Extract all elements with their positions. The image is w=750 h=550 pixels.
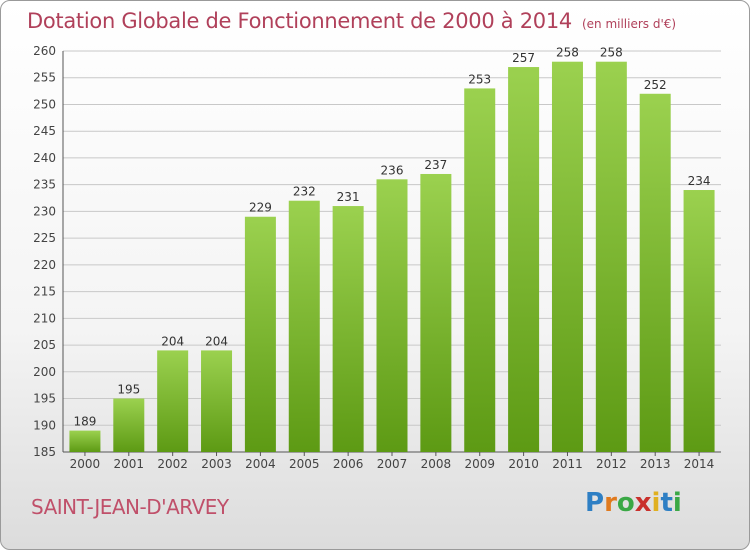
x-tick-label: 2001 [114, 457, 145, 471]
x-tick-label: 2002 [157, 457, 188, 471]
x-tick-label: 2011 [552, 457, 583, 471]
x-tick-label: 2014 [684, 457, 715, 471]
y-tick-label: 215 [33, 285, 56, 299]
y-tick-label: 195 [33, 392, 56, 406]
logo-letter: x [634, 488, 652, 518]
bar-2003 [201, 350, 233, 452]
bar-value-label: 204 [205, 334, 228, 348]
bar-2005 [288, 200, 320, 452]
bar-2009 [464, 88, 496, 452]
bar-value-label: 231 [337, 190, 360, 204]
bar-2013 [639, 93, 671, 453]
x-tick-label: 2000 [70, 457, 101, 471]
bar-value-label: 229 [249, 201, 272, 215]
bar-2006 [332, 206, 364, 452]
y-tick-label: 220 [33, 258, 56, 272]
bar-2008 [420, 173, 452, 452]
bar-value-label: 236 [381, 163, 404, 177]
proxiti-logo: Proxiti [585, 488, 682, 518]
y-tick-label: 230 [33, 204, 56, 218]
y-tick-label: 255 [33, 71, 56, 85]
bars: 189 195 204 204 229 232 231 236 237 253 257 258 258 2… [69, 46, 715, 453]
x-tick-label: 2004 [245, 457, 276, 471]
logo-letter: i [651, 488, 661, 518]
bar-value-label: 258 [600, 46, 623, 60]
bar-2012 [595, 61, 627, 453]
bar-2011 [551, 61, 583, 453]
bar-value-label: 234 [688, 174, 711, 188]
bar-value-label: 258 [556, 46, 579, 60]
y-tick-label: 225 [33, 231, 56, 245]
y-tick-label: 205 [33, 338, 56, 352]
logo-letter: i [672, 488, 682, 518]
x-tick-label: 2003 [201, 457, 232, 471]
y-tick-label: 240 [33, 151, 56, 165]
x-tick-label: 2010 [508, 457, 539, 471]
logo-letter: P [585, 488, 605, 518]
bar-2002 [157, 350, 189, 452]
y-tick-label: 210 [33, 311, 56, 325]
x-tick-label: 2005 [289, 457, 320, 471]
y-tick-label: 185 [33, 445, 56, 459]
commune-name: SAINT-JEAN-D'ARVEY [31, 495, 229, 519]
x-tick-label: 2009 [464, 457, 495, 471]
bar-value-label: 204 [161, 334, 184, 348]
y-tick-label: 200 [33, 365, 56, 379]
bar-2004 [244, 216, 276, 452]
bar-value-label: 257 [512, 51, 535, 65]
bar-2010 [508, 67, 540, 452]
title-text: Dotation Globale de Fonctionnement de 20… [27, 9, 572, 33]
bar-2007 [376, 179, 408, 452]
chart-title: Dotation Globale de Fonctionnement de 20… [27, 9, 676, 33]
y-tick-label: 245 [33, 124, 56, 138]
x-tick-label: 2013 [640, 457, 671, 471]
bar-value-label: 195 [117, 383, 140, 397]
bar-value-label: 252 [644, 78, 667, 92]
logo-letter: t [660, 488, 673, 518]
x-tick-label: 2006 [333, 457, 364, 471]
x-tick-label: 2008 [421, 457, 452, 471]
logo-letter: o [616, 488, 635, 518]
x-tick-label: 2007 [377, 457, 408, 471]
unit-note: (en milliers d'€) [581, 17, 677, 31]
x-tick-label: 2012 [596, 457, 627, 471]
y-tick-label: 235 [33, 178, 56, 192]
logo-letter: r [604, 488, 617, 518]
bar-value-label: 253 [468, 72, 491, 86]
bar-2001 [113, 398, 145, 452]
bar-value-label: 189 [73, 415, 96, 429]
y-tick-label: 190 [33, 418, 56, 432]
bar-value-label: 237 [424, 158, 447, 172]
y-tick-label: 250 [33, 97, 56, 111]
bar-2014 [683, 190, 715, 452]
bar-2000 [69, 430, 101, 452]
bar-value-label: 232 [293, 185, 316, 199]
axes: 185 190 195 200 205 210 215 220 225 230 235 240 245 2… [33, 44, 721, 471]
y-tick-label: 260 [33, 44, 56, 58]
